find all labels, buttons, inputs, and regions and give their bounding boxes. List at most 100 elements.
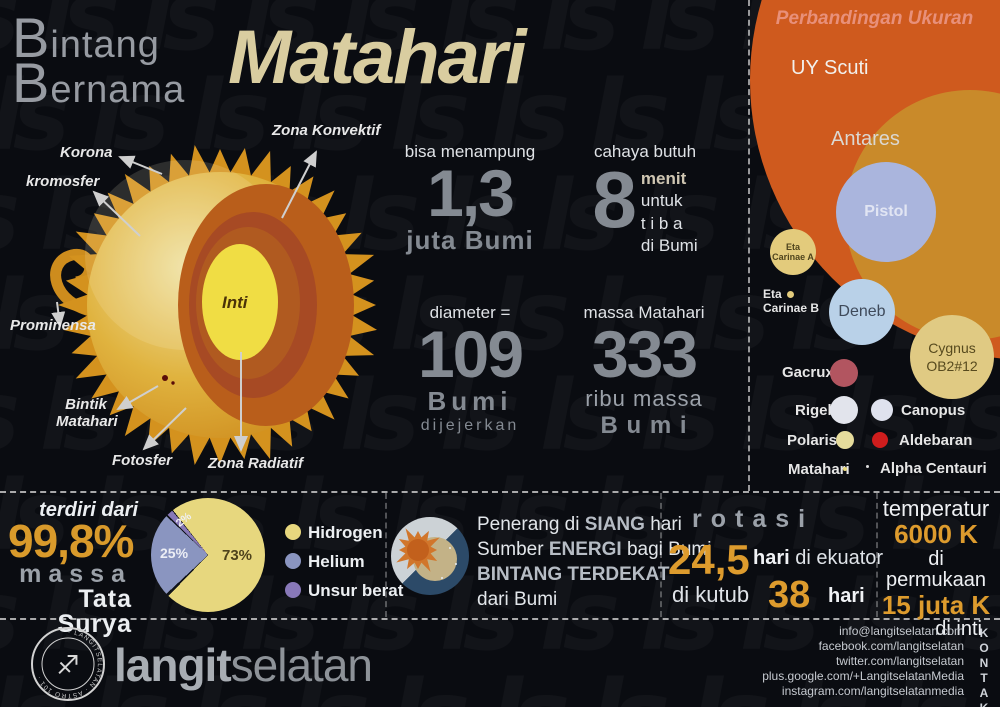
contact-email[interactable]: info@langitselatan.com xyxy=(839,624,964,638)
fact-4: dari Bumi xyxy=(477,589,558,610)
temperature-core-label: di inti xyxy=(935,618,982,641)
size-comparison-panel: Pistol Perbandingan Ukuran UY Scuti Anta… xyxy=(749,0,1000,491)
core-shape xyxy=(202,244,278,360)
temperature-title: temperatur xyxy=(882,496,990,521)
matahari-dot xyxy=(843,467,847,471)
legend-label-helium: Helium xyxy=(308,552,365,571)
fact-line-2: Sumber ENERGI bagi Bumi xyxy=(477,537,711,562)
composition-intro: terdiri dari xyxy=(39,499,138,521)
stat-light-value: 8 xyxy=(592,155,636,244)
kontak-vertical-label: KONTAK xyxy=(977,626,991,707)
contact-list: info@langitselatan.com facebook.com/lang… xyxy=(664,624,964,699)
prominensa-arrow xyxy=(51,301,66,328)
polaris-circle xyxy=(836,431,854,449)
cygnus-line2: OB2#12 xyxy=(926,358,978,374)
label-bintik-line2: Matahari xyxy=(56,412,118,430)
eta-a-line2: Carinae A xyxy=(772,252,814,262)
page-title: Matahari xyxy=(228,15,527,100)
eta-carinae-b-label: Eta Carinae B xyxy=(763,287,819,316)
legend-label-unsur-berat: Unsur berat xyxy=(308,581,404,600)
contact-facebook[interactable]: facebook.com/langitselatan xyxy=(818,639,964,653)
fact-line-1: Penerang di SIANG hari xyxy=(477,512,711,537)
matahari-label: Matahari xyxy=(788,461,850,478)
gacrux-circle xyxy=(830,359,858,387)
label-prominensa: Prominensa xyxy=(10,317,96,334)
rotation-equator-value: 24,5 xyxy=(668,536,750,583)
polaris-label: Polaris xyxy=(787,432,838,449)
legend-label-hidrogen: Hidrogen xyxy=(308,523,383,542)
label-fotosfer: Fotosfer xyxy=(112,452,172,469)
contact-twitter[interactable]: twitter.com/langitselatan xyxy=(835,654,964,668)
fact-3: BINTANG TERDEKAT xyxy=(477,564,670,585)
label-korona: Korona xyxy=(60,144,113,161)
bintik-arrow xyxy=(116,385,159,410)
uy-scuti-label: UY Scuti xyxy=(791,57,869,79)
fact-1c: hari xyxy=(644,514,682,535)
title-initial-2: B xyxy=(12,50,51,114)
pistol-circle: Pistol xyxy=(836,162,936,262)
fact-1b: SIANG xyxy=(584,514,645,535)
label-inti: Inti xyxy=(222,293,248,312)
temperature-block: temperatur 6000 K di permukaan 15 juta K… xyxy=(876,497,996,640)
contact-instagram[interactable]: instagram.com/langitselatanmedia xyxy=(781,684,964,698)
rotation-pole-value: 38 xyxy=(768,574,811,616)
cygnus-line1: Cygnus xyxy=(928,339,976,356)
page-title-secondary: Bintang Bernama xyxy=(12,10,185,111)
fact-2c: bagi Bumi xyxy=(621,539,712,560)
title-rest-2: ernama xyxy=(50,68,186,111)
composition-value: 99,8% xyxy=(8,515,134,567)
eta-a-line1: Eta xyxy=(785,241,800,252)
eta-b-line2: Carinae B xyxy=(763,301,820,316)
eta-carinae-b-dot xyxy=(787,291,794,298)
stat-light-unit-menit: menit xyxy=(640,169,687,188)
bottom-strip-divider xyxy=(0,618,1000,620)
deneb-circle: Deneb xyxy=(829,279,895,345)
canopus-circle xyxy=(871,399,893,421)
title-rest-1: intang xyxy=(50,24,160,66)
rotation-pole-unit: hari xyxy=(828,585,865,607)
composition-pie-chart xyxy=(151,498,265,612)
composition-tata-surya-label: Tata Surya xyxy=(57,585,132,638)
pistol-label: Pistol xyxy=(864,203,908,220)
kromosfer-arrow xyxy=(92,190,141,237)
stat-volume-unit: juta Bumi xyxy=(406,224,534,255)
size-comparison-title: Perbandingan Ukuran xyxy=(775,8,974,29)
brand-selatan: selatan xyxy=(230,639,373,691)
cygnus-circle: Cygnus OB2#12 xyxy=(910,315,994,399)
fact-2b: ENERGI xyxy=(548,539,622,560)
stat-mass-value: 333 xyxy=(591,317,698,391)
contact-googleplus[interactable]: plus.google.com/+LangitselatanMedia xyxy=(762,669,964,683)
stat-diameter-sub: dijejerkan xyxy=(420,416,520,434)
zona-konvektif-arrow xyxy=(281,150,317,219)
label-bintik-matahari: Bintik Matahari xyxy=(56,396,118,430)
antares-label: Antares xyxy=(831,128,900,150)
fact-2a: Sumber xyxy=(477,539,549,560)
rotation-pole-unit-wrap: hari xyxy=(828,585,865,608)
top-strip-divider xyxy=(0,491,1000,493)
rotation-pole-label: di kutub xyxy=(672,582,750,607)
brand-wordmark: langitselatan xyxy=(114,638,373,692)
gacrux-label: Gacrux xyxy=(782,364,834,381)
stat-volume-intro: bisa menampung xyxy=(404,142,536,161)
eta-carinae-a-circle: Eta Carinae A xyxy=(770,229,816,275)
sunspot-large xyxy=(162,375,168,381)
pie-label-hidrogen: 73% xyxy=(222,547,253,564)
stat-mass: massa Matahari 333 ribu massa B u m i xyxy=(570,303,718,440)
korona-arrow xyxy=(118,155,163,175)
night-star-2 xyxy=(455,563,457,565)
mini-sun-icon xyxy=(396,528,440,572)
label-zona-radiatif: Zona Radiatif xyxy=(208,455,304,472)
fact-1a: Penerang di xyxy=(477,514,585,535)
night-star-3 xyxy=(441,577,443,579)
strip-divider-3 xyxy=(876,493,878,617)
prominence-shape xyxy=(50,249,97,318)
legend-dot-hidrogen xyxy=(285,524,301,540)
sunspot-small xyxy=(171,381,175,385)
temperature-core-value: 15 juta K xyxy=(881,589,991,620)
fact-line-4: dari Bumi xyxy=(477,587,711,612)
vertical-divider xyxy=(748,0,750,491)
stat-diameter-intro: diameter = xyxy=(429,303,511,322)
stat-mass-sub: B u m i xyxy=(600,411,688,439)
stat-light-unit-dibumi: di Bumi xyxy=(640,236,698,256)
